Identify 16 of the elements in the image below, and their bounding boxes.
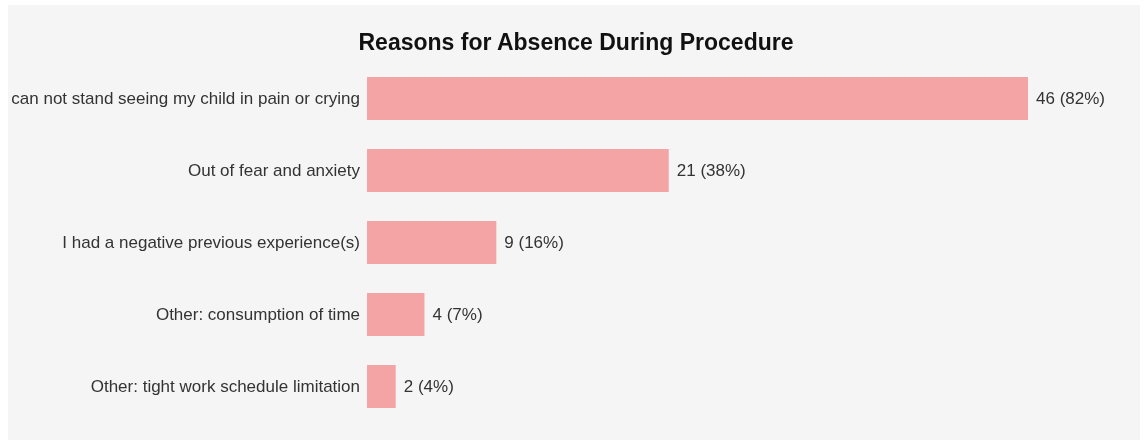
bar [367, 293, 425, 336]
y-tick-label: Other: tight work schedule limitation [90, 376, 360, 396]
data-label: 46 (82%) [1036, 89, 1105, 109]
bar [367, 149, 669, 192]
data-label: 21 (38%) [676, 161, 746, 181]
bar [367, 77, 1028, 120]
bar [367, 221, 497, 264]
chart-title: Reasons for Absence During Procedure [357, 28, 795, 56]
y-tick-label: I had a negative previous experience(s) [62, 232, 360, 252]
data-label: 9 (16%) [504, 233, 564, 253]
y-tick-label: Other: consumption of time [155, 304, 360, 324]
data-label: 4 (7%) [432, 305, 483, 325]
data-label: 2 (4%) [403, 377, 454, 397]
bar [367, 365, 396, 408]
y-tick-label: can not stand seeing my child in pain or crying [11, 88, 360, 108]
y-tick-label: Out of fear and anxiety [188, 160, 361, 180]
